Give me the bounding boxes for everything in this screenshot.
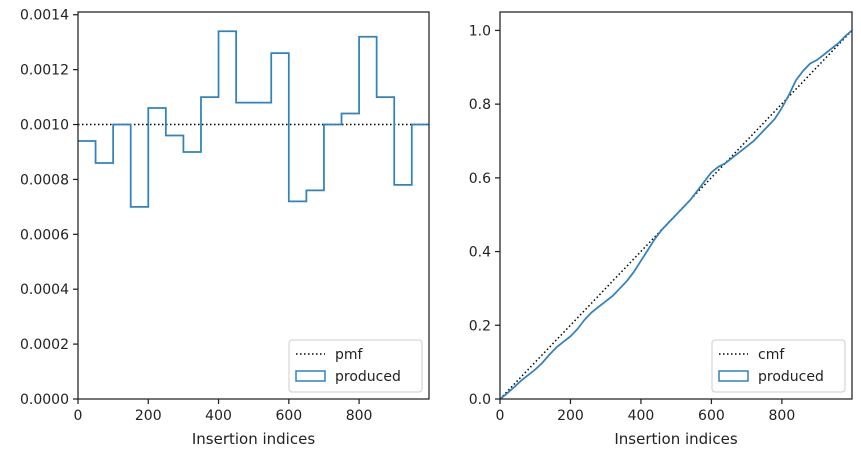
series-layer [499,29,853,400]
y-tick-label: 0.0012 [20,63,69,79]
legend-swatch-produced [718,370,749,382]
y-axis-ticks: 0.0000 0.0002 0.0004 0.0006 0.0008 0.0010 0.00… [20,8,78,408]
legend-label-pmf: pmf [335,347,364,363]
legend-label-cmf: cmf [758,347,785,363]
plot-frame [77,11,430,400]
y-tick-label: 0.0004 [20,282,69,298]
series-cmf-line [499,29,853,400]
x-tick-label: 0 [496,408,505,424]
x-tick-label: 200 [557,408,584,424]
x-tick-label: 200 [135,408,162,424]
y-axis-ticks: 0.0 0.2 0.4 0.6 0.8 1.0 [469,23,500,408]
legend-box [711,339,846,393]
y-tick-label: 0.8 [469,97,491,113]
x-tick-label: 0 [74,408,83,424]
legend-box [288,339,423,393]
series-layer [78,30,429,208]
y-tick-label: 0.0 [469,392,491,408]
chart-cmf: 0 200 400 600 800 0.0 0.2 0.4 0.6 0.8 1.0 Inserti… [469,11,853,448]
x-tick-label: 400 [628,408,655,424]
y-tick-label: 0.6 [469,171,491,187]
x-axis-label: Insertion indices [192,430,315,448]
x-tick-label: 600 [275,408,302,424]
x-tick-label: 600 [698,408,725,424]
legend: pmf produced [288,339,423,393]
x-tick-label: 800 [769,408,796,424]
y-tick-label: 0.0006 [20,227,69,243]
x-tick-label: 800 [346,408,373,424]
plot-frame [499,11,853,400]
legend-label-produced: produced [335,369,401,385]
x-axis-ticks: 0 200 400 600 800 [496,399,796,424]
y-tick-label: 0.0014 [20,8,69,24]
y-tick-label: 0.0002 [20,337,69,353]
y-tick-label: 1.0 [469,23,491,39]
x-axis-label: Insertion indices [614,430,737,448]
series-produced-line [78,30,429,208]
legend-label-produced: produced [758,369,824,385]
series-produced-line [499,29,853,400]
y-tick-label: 0.0010 [20,118,69,134]
chart-pmf: 0 200 400 600 800 0.00000.00020.00040.00060.… [20,8,430,448]
y-tick-label: 0.0008 [20,172,69,188]
y-tick-label: 0.2 [469,318,491,334]
x-axis-ticks: 0 200 400 600 800 [74,399,373,424]
y-tick-label: 0.4 [469,245,491,261]
legend-swatch-produced [295,370,326,382]
x-tick-label: 400 [205,408,232,424]
legend: cmf produced [711,339,846,393]
y-tick-label: 0.0000 [20,392,69,408]
